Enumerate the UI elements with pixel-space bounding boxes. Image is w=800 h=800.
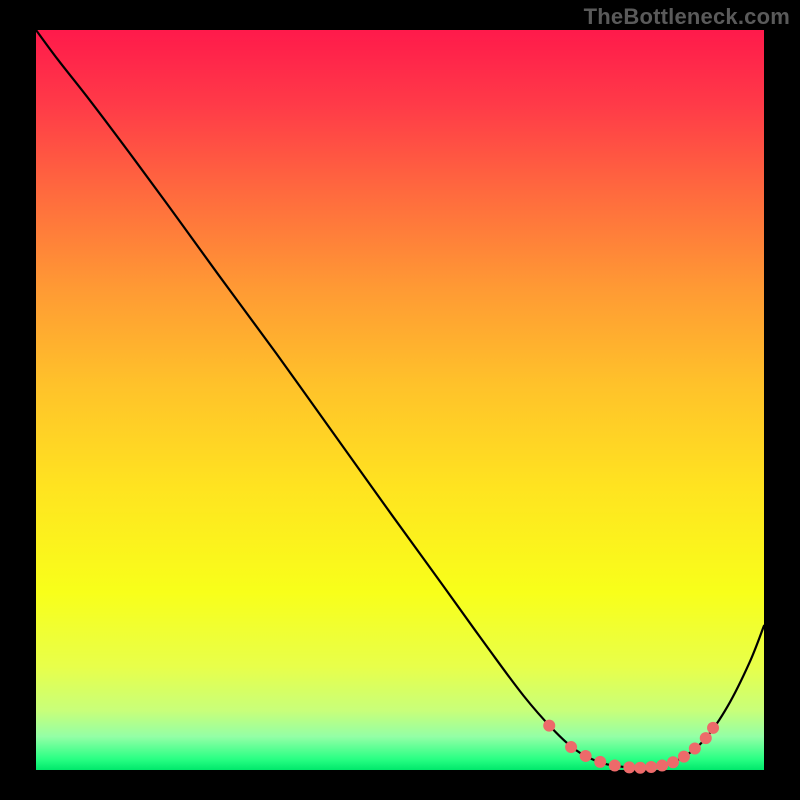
bottleneck-chart — [0, 0, 800, 800]
marker-dot — [594, 756, 606, 768]
marker-dot — [678, 751, 690, 763]
chart-container: { "watermark": { "text": "TheBottleneck.… — [0, 0, 800, 800]
marker-dot — [645, 761, 657, 773]
marker-dot — [689, 743, 701, 755]
marker-dot — [623, 761, 635, 773]
marker-dot — [667, 756, 679, 768]
watermark-text: TheBottleneck.com — [584, 4, 790, 30]
marker-dot — [543, 720, 555, 732]
marker-dot — [580, 750, 592, 762]
marker-dot — [565, 741, 577, 753]
marker-dot — [700, 732, 712, 744]
marker-dot — [609, 760, 621, 772]
plot-background — [36, 30, 764, 770]
marker-dot — [634, 762, 646, 774]
marker-dot — [656, 760, 668, 772]
marker-dot — [707, 722, 719, 734]
